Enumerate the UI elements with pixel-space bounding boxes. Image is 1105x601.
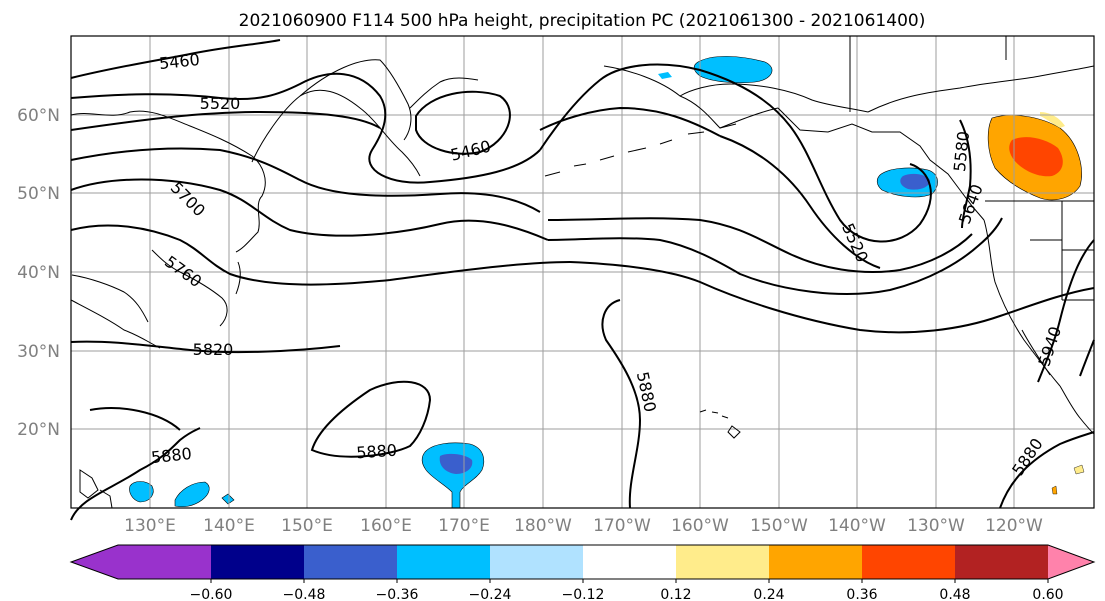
lon-label: 180°W	[514, 516, 572, 536]
colorbar-tick-label: −0.24	[469, 587, 512, 601]
lon-label: 130°W	[907, 516, 965, 536]
precip-shading	[129, 56, 1085, 509]
lon-label: 170°E	[438, 516, 490, 536]
map-border	[70, 35, 1095, 509]
contour-label: 5880	[356, 441, 398, 463]
colorbar-tick-label: 0.48	[939, 587, 970, 601]
lat-label: 50°N	[17, 184, 60, 204]
colorbar-extend-min	[71, 545, 118, 579]
colorbar-segment	[955, 545, 1049, 579]
colorbar-segment	[862, 545, 956, 579]
lon-label: 120°W	[985, 516, 1043, 536]
contour-label: 5880	[150, 444, 192, 467]
colorbar-tick-label: 0.24	[753, 587, 784, 601]
precip-neg-sw1	[129, 481, 154, 503]
colorbar-segment	[118, 545, 212, 579]
lat-label: 40°N	[17, 263, 60, 283]
colorbar-segment	[676, 545, 770, 579]
colorbar-extend-max	[1048, 545, 1094, 579]
contour-label: 5460	[158, 50, 200, 73]
colorbar-segment	[769, 545, 863, 579]
contour-label: 5520	[200, 94, 241, 113]
colorbar-segment	[583, 545, 677, 579]
colorbar-segment	[211, 545, 305, 579]
lon-label: 160°W	[671, 516, 729, 536]
longitude-labels: 130°E 140°E 150°E 160°E 170°E 180°W 170°…	[124, 516, 1043, 536]
map-title: 2021060900 F114 500 hPa height, precipit…	[239, 11, 926, 31]
colorbar: −0.60 −0.48 −0.36 −0.24 −0.12 0.12 0.24 0.36 0.4…	[69, 544, 1096, 601]
lon-label: 160°E	[360, 516, 412, 536]
coastlines	[70, 36, 1095, 509]
contour-label: 5820	[193, 340, 234, 359]
colorbar-segment	[490, 545, 584, 579]
colorbar-tick-label: 0.60	[1032, 587, 1063, 601]
colorbar-segment	[397, 545, 491, 579]
colorbar-tick-label: 0.36	[846, 587, 877, 601]
lon-label: 150°W	[750, 516, 808, 536]
lat-label: 20°N	[17, 420, 60, 440]
lon-label: 140°W	[828, 516, 886, 536]
precip-neg-bering	[693, 56, 773, 84]
colorbar-tick-label: −0.12	[562, 587, 605, 601]
colorbar-segment	[304, 545, 398, 579]
lon-label: 150°E	[281, 516, 333, 536]
lon-label: 130°E	[124, 516, 176, 536]
lat-label: 60°N	[17, 106, 60, 126]
colorbar-tick-label: −0.36	[376, 587, 419, 601]
contour-label: 5580	[950, 130, 973, 172]
height-contours	[70, 39, 1095, 521]
colorbar-tick-label: 0.12	[660, 587, 691, 601]
colorbar-tick-label: −0.48	[283, 587, 326, 601]
lon-label: 170°W	[593, 516, 651, 536]
colorbar-tick-label: −0.60	[190, 587, 233, 601]
lon-label: 140°E	[203, 516, 255, 536]
lat-label: 30°N	[17, 342, 60, 362]
latitude-labels: 60°N 50°N 40°N 30°N 20°N	[17, 106, 60, 440]
